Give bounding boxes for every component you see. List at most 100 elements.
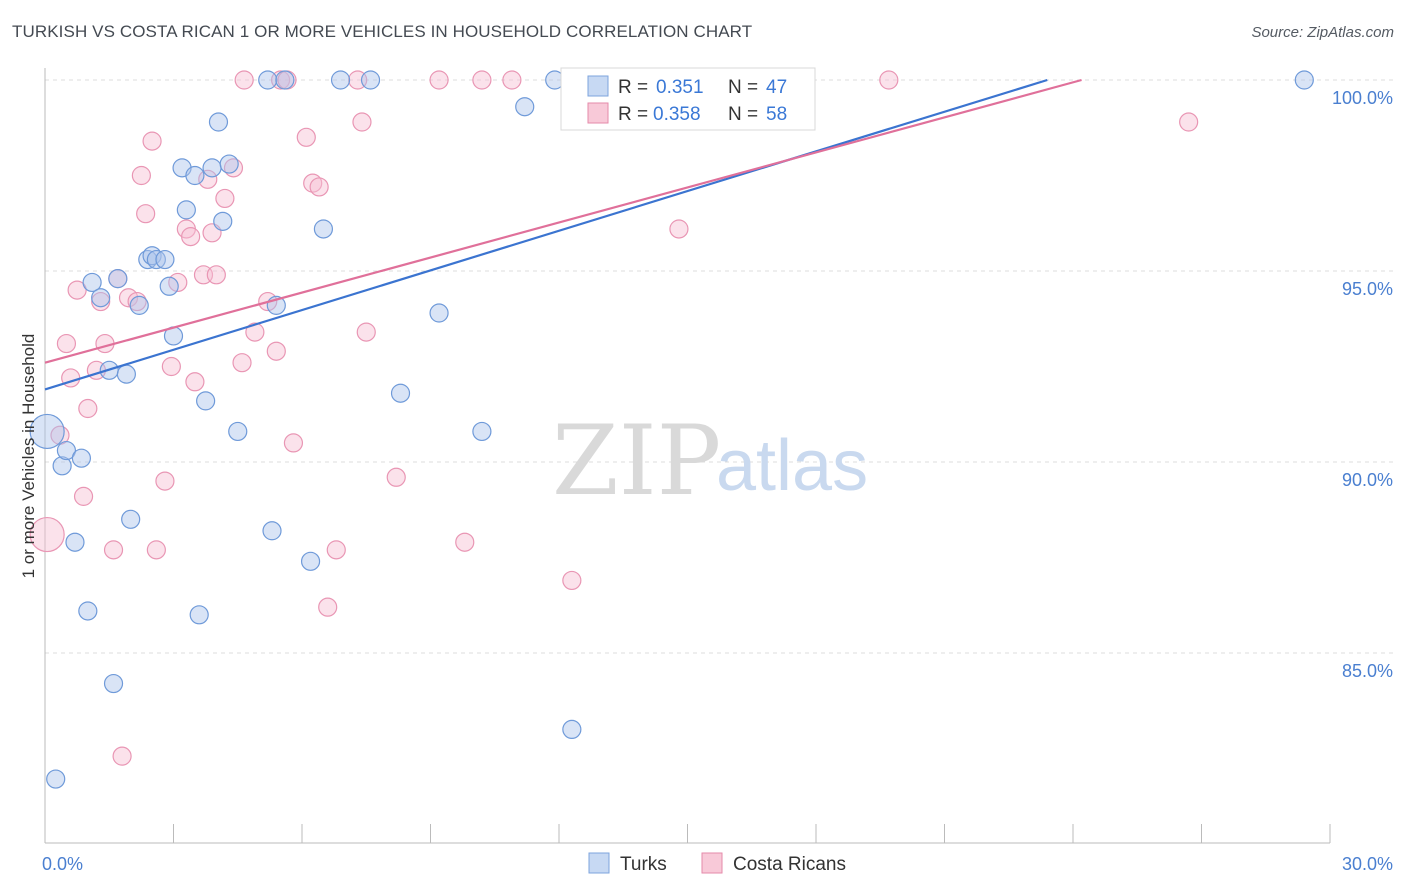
turks-point-7 (82, 272, 102, 293)
y-tick-label-0: 100.0% (1332, 88, 1393, 108)
turks-point-11 (108, 269, 128, 289)
costa-point-2 (56, 333, 77, 354)
turks-point-18 (155, 249, 175, 270)
costa-point-48 (429, 70, 449, 90)
costa-point-26 (198, 169, 218, 189)
costa-point-12 (112, 746, 132, 766)
legend-turks-swatch (587, 75, 609, 97)
tick-labels: 100.0% 95.0% 90.0% 85.0% 0.0% 30.0% (42, 88, 1393, 874)
costa-point-45 (352, 112, 372, 132)
bottom-legend: Turks Costa Ricans (588, 852, 846, 875)
turks-point-2 (52, 456, 72, 476)
costa-point-38 (283, 433, 304, 453)
turks-point-37 (330, 70, 351, 90)
x-tick-label-min: 0.0% (42, 854, 83, 874)
watermark-zip: ZIP (552, 405, 721, 517)
costa-point-5 (73, 486, 94, 506)
turks-point-31 (258, 70, 278, 90)
turks-point-44 (562, 719, 582, 740)
costa-point-24 (185, 372, 205, 392)
turks-points (29, 70, 1314, 789)
turks-point-8 (91, 288, 111, 308)
costa-point-46 (356, 322, 376, 342)
costa-point-10 (103, 540, 124, 560)
bottom-legend-costa-label: Costa Ricans (733, 854, 846, 875)
turks-point-13 (121, 509, 141, 529)
watermark-atlas: atlas (716, 426, 868, 506)
turks-point-28 (213, 211, 233, 231)
turks-point-24 (189, 605, 209, 625)
legend-turks-n-label: N = (728, 77, 758, 98)
turks-point-41 (472, 421, 492, 442)
turks-point-27 (208, 112, 229, 132)
bottom-legend-turks-swatch (588, 852, 610, 874)
turks-point-39 (390, 383, 411, 403)
turks-point-34 (275, 70, 295, 90)
source-label: Source: ZipAtlas.com (1251, 24, 1394, 41)
costa-point-17 (142, 131, 162, 151)
costa-point-41 (309, 177, 329, 197)
turks-point-26 (202, 158, 222, 178)
turks-point-5 (71, 448, 92, 468)
costa-point-35 (266, 341, 286, 361)
bottom-legend-costa-swatch (701, 852, 723, 874)
turks-point-40 (429, 303, 449, 323)
costa-point-39 (296, 127, 316, 147)
turks-trend-line (44, 78, 1048, 391)
y-tick-label-3: 85.0% (1342, 661, 1393, 681)
costa-point-53 (669, 219, 689, 239)
costa-point-51 (502, 70, 522, 90)
costa-point-52 (562, 570, 582, 591)
chart-title: TURKISH VS COSTA RICAN 1 OR MORE VEHICLE… (12, 22, 753, 41)
costa-point-19 (155, 471, 175, 491)
costa-point-55 (879, 70, 899, 90)
costa-point-56 (1179, 112, 1199, 132)
costa-point-43 (326, 540, 346, 560)
legend-costa-n-value: 58 (766, 104, 787, 125)
turks-point-10 (103, 673, 124, 694)
costa-point-31 (232, 353, 252, 373)
costa-point-6 (78, 398, 98, 419)
costa-point-15 (131, 165, 151, 186)
costa-point-0 (29, 516, 65, 553)
turks-point-4 (65, 532, 85, 552)
costa-point-50 (472, 70, 492, 90)
watermark: ZIP atlas (552, 405, 868, 517)
turks-point-25 (196, 391, 216, 411)
costa-trend-line (44, 78, 1082, 364)
turks-point-14 (129, 295, 149, 315)
legend-box: R = 0.351 N = 47 R = 0.358 N = 58 (560, 67, 816, 131)
turks-point-29 (219, 154, 239, 174)
legend-costa-r-value: 0.358 (653, 104, 701, 125)
y-tick-label-1: 95.0% (1342, 279, 1393, 299)
costa-point-49 (455, 532, 475, 552)
turks-point-22 (176, 200, 196, 220)
turks-point-32 (262, 521, 282, 541)
costa-point-16 (136, 204, 156, 224)
turks-point-42 (515, 97, 535, 117)
legend-turks-n-value: 47 (766, 77, 787, 98)
costa-point-18 (146, 540, 166, 560)
axes (44, 68, 1331, 844)
legend-costa-n-label: N = (728, 104, 758, 125)
y-axis-label: 1 or more Vehicles in Household (19, 334, 38, 579)
costa-point-42 (318, 597, 338, 617)
costa-point-29 (215, 188, 235, 209)
turks-point-35 (300, 551, 321, 571)
turks-point-38 (360, 70, 381, 90)
x-tick-label-max: 30.0% (1342, 854, 1393, 874)
turks-point-46 (1294, 70, 1314, 90)
trend-lines (44, 78, 1082, 391)
turks-point-0 (29, 413, 65, 450)
turks-point-6 (78, 601, 98, 621)
bottom-legend-turks-label: Turks (620, 854, 667, 875)
y-tick-label-2: 90.0% (1342, 470, 1393, 490)
turks-point-36 (313, 219, 334, 239)
costa-point-23 (181, 227, 201, 247)
turks-point-23 (185, 165, 205, 186)
costa-point-47 (386, 467, 406, 487)
costa-point-33 (245, 322, 265, 342)
turks-point-3 (56, 440, 77, 461)
costa-point-28 (206, 265, 226, 285)
